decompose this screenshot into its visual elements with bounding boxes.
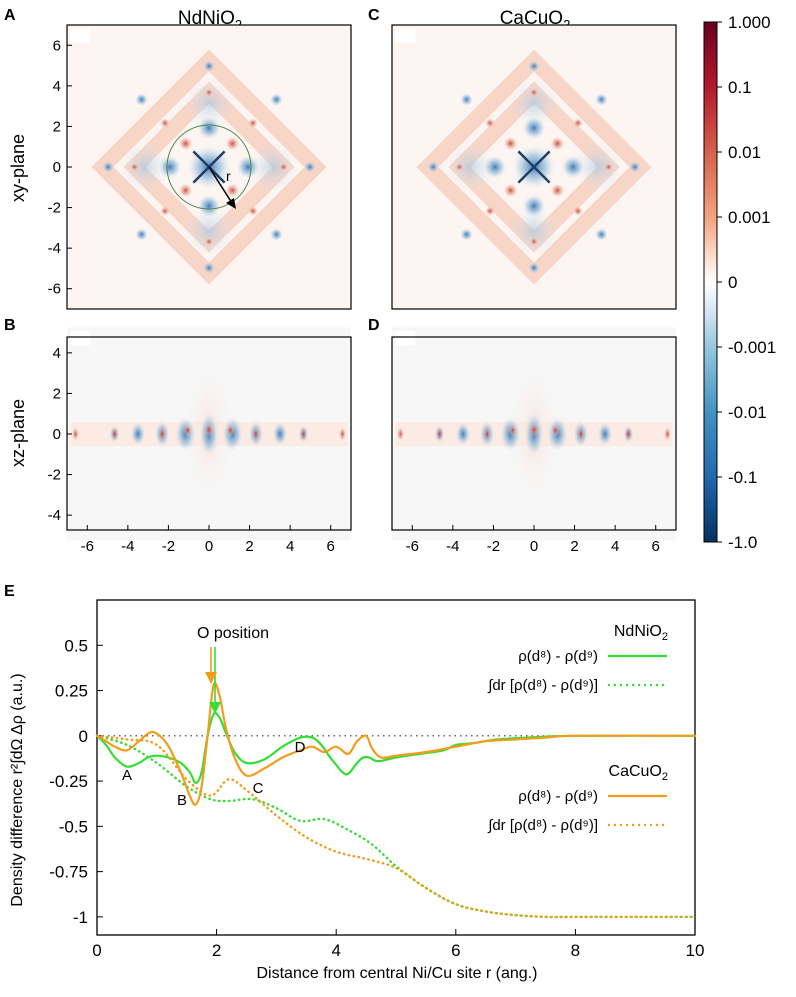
- panel-b-xtick-label: -2: [162, 538, 175, 555]
- y-axis-label: Density difference r²∫dΩ Δρ (a.u.): [9, 673, 26, 906]
- panel-a-map: r: [67, 25, 351, 309]
- x-tick-label: 8: [571, 941, 580, 960]
- colorbar-tick-label: 0.1: [728, 78, 752, 97]
- panel-a-ytick-label: 2: [53, 118, 61, 135]
- y-tick-label: -0.5: [59, 817, 88, 836]
- colorbar-tick-label: 1.000: [728, 13, 771, 32]
- colorbar-tick-label: 0.01: [728, 143, 761, 162]
- panel-label-d: D: [368, 317, 380, 334]
- colorbar-tick-label: -0.01: [728, 403, 767, 422]
- radius-arrow: [208, 166, 233, 204]
- legend: NdNiO2 ρ(d⁸) - ρ(d⁹) ∫dr [ρ(d⁸) - ρ(d⁹)]…: [487, 623, 668, 834]
- panel-a-ytick-label: -4: [48, 240, 61, 257]
- line-chart: 0 2 4 6 8 10 0.5 0.25 0 -0.25 -0.5 -0.75 -1 Distance…: [9, 599, 705, 982]
- series-line-3: [95, 734, 697, 919]
- panel-d-map: [391, 327, 677, 541]
- legend-title-cacuo2: CaCuO2: [609, 763, 668, 783]
- row-label-xz: xz-plane: [8, 399, 28, 467]
- y-tick-label: 0.5: [64, 636, 88, 655]
- panel-d-xtick-label: 2: [570, 538, 578, 555]
- panel-a-ytick-label: -2: [48, 200, 61, 217]
- annotation-a: A: [122, 767, 132, 784]
- panel-b-xtick-label: 0: [205, 538, 213, 555]
- panel-a-ytick-label: -6: [48, 281, 61, 298]
- panel-b-xtick-label: 2: [245, 538, 253, 555]
- annotation-o-position: O position: [197, 625, 269, 642]
- series-line-1: [95, 734, 697, 919]
- series-line-2: [95, 681, 697, 806]
- series-line-0: [95, 711, 697, 784]
- panel-label-b: B: [4, 317, 16, 334]
- panel-d-xtick-label: -6: [406, 538, 419, 555]
- colorbar-tick-label: 0.001: [728, 208, 771, 227]
- radius-arrowhead: [226, 198, 236, 209]
- panel-b-xtick-label: -4: [121, 538, 134, 555]
- panel-b-ytick-label: 4: [53, 345, 61, 362]
- y-tick-label: 0: [79, 727, 88, 746]
- x-tick-label: 10: [686, 941, 705, 960]
- panel-b-ytick-label: 0: [53, 426, 61, 443]
- colorbar-tick-label: -0.1: [728, 468, 757, 487]
- map-ticks: 6 4 2 0 -2 -4 -6 4 2 0 -2 -4 -6 -4 -2 0 2 4 6 -6 -4 -2 0 2 4 6: [48, 37, 660, 555]
- colorbar-tick-label: -1.0: [728, 533, 757, 552]
- radius-circle: [166, 124, 252, 210]
- panel-a-ytick-label: 4: [53, 78, 61, 95]
- x-axis-label: Distance from central Ni/Cu site r (ang.…: [257, 965, 538, 982]
- panel-d-xtick-label: -2: [487, 538, 500, 555]
- x-tick-label: 2: [212, 941, 221, 960]
- y-tick-label: -0.25: [49, 772, 88, 791]
- annotation-c: C: [253, 780, 264, 797]
- colorbar-tick-label: 0: [728, 273, 737, 292]
- x-tick-label: 6: [451, 941, 460, 960]
- panel-a-ytick-label: 0: [53, 159, 61, 176]
- colorbar-gradient: [703, 21, 718, 543]
- panel-a-ytick-label: 6: [53, 37, 61, 54]
- legend-ca-solid-label: ρ(d⁸) - ρ(d⁹): [518, 788, 598, 805]
- panel-b-map: [66, 327, 352, 541]
- panel-d-xtick-label: 0: [530, 538, 538, 555]
- o-position-arrows: [205, 647, 221, 714]
- annotation-b: B: [177, 792, 187, 809]
- panel-b-ytick-label: -4: [48, 507, 61, 524]
- panel-label-a: A: [4, 7, 16, 24]
- annotation-d: D: [295, 739, 306, 756]
- legend-title-ndnio2: NdNiO2: [614, 623, 668, 643]
- colorbar: 1.000 0.1 0.01 0.001 0 -0.001 -0.01 -0.1 -1.0: [703, 13, 776, 552]
- panel-c-map: [392, 25, 676, 309]
- x-tick-label: 4: [331, 941, 340, 960]
- panel-b-ytick-label: 2: [53, 385, 61, 402]
- panel-b-xtick-label: 6: [327, 538, 335, 555]
- legend-nd-solid-label: ρ(d⁸) - ρ(d⁹): [518, 648, 598, 665]
- y-tick-label: 0.25: [55, 682, 88, 701]
- panel-b-ytick-label: -2: [48, 467, 61, 484]
- panel-label-e: E: [4, 583, 15, 600]
- y-tick-label: -0.75: [49, 863, 88, 882]
- legend-nd-dotted-label: ∫dr [ρ(d⁸) - ρ(d⁹)]: [487, 677, 598, 694]
- panel-d-xtick-label: -4: [446, 538, 459, 555]
- row-label-xy: xy-plane: [8, 134, 28, 202]
- legend-ca-dotted-label: ∫dr [ρ(d⁸) - ρ(d⁹)]: [487, 817, 598, 834]
- plot-frame: [96, 599, 696, 936]
- panel-b-xtick-label: -6: [81, 538, 94, 555]
- panel-d-xtick-label: 4: [611, 538, 619, 555]
- y-tick-label: -1: [73, 908, 88, 927]
- panel-d-xtick-label: 6: [652, 538, 660, 555]
- colorbar-tick-label: -0.001: [728, 338, 776, 357]
- panel-label-c: C: [368, 7, 380, 24]
- x-tick-label: 0: [92, 941, 101, 960]
- panel-b-xtick-label: 4: [286, 538, 294, 555]
- radius-label: r: [226, 168, 231, 184]
